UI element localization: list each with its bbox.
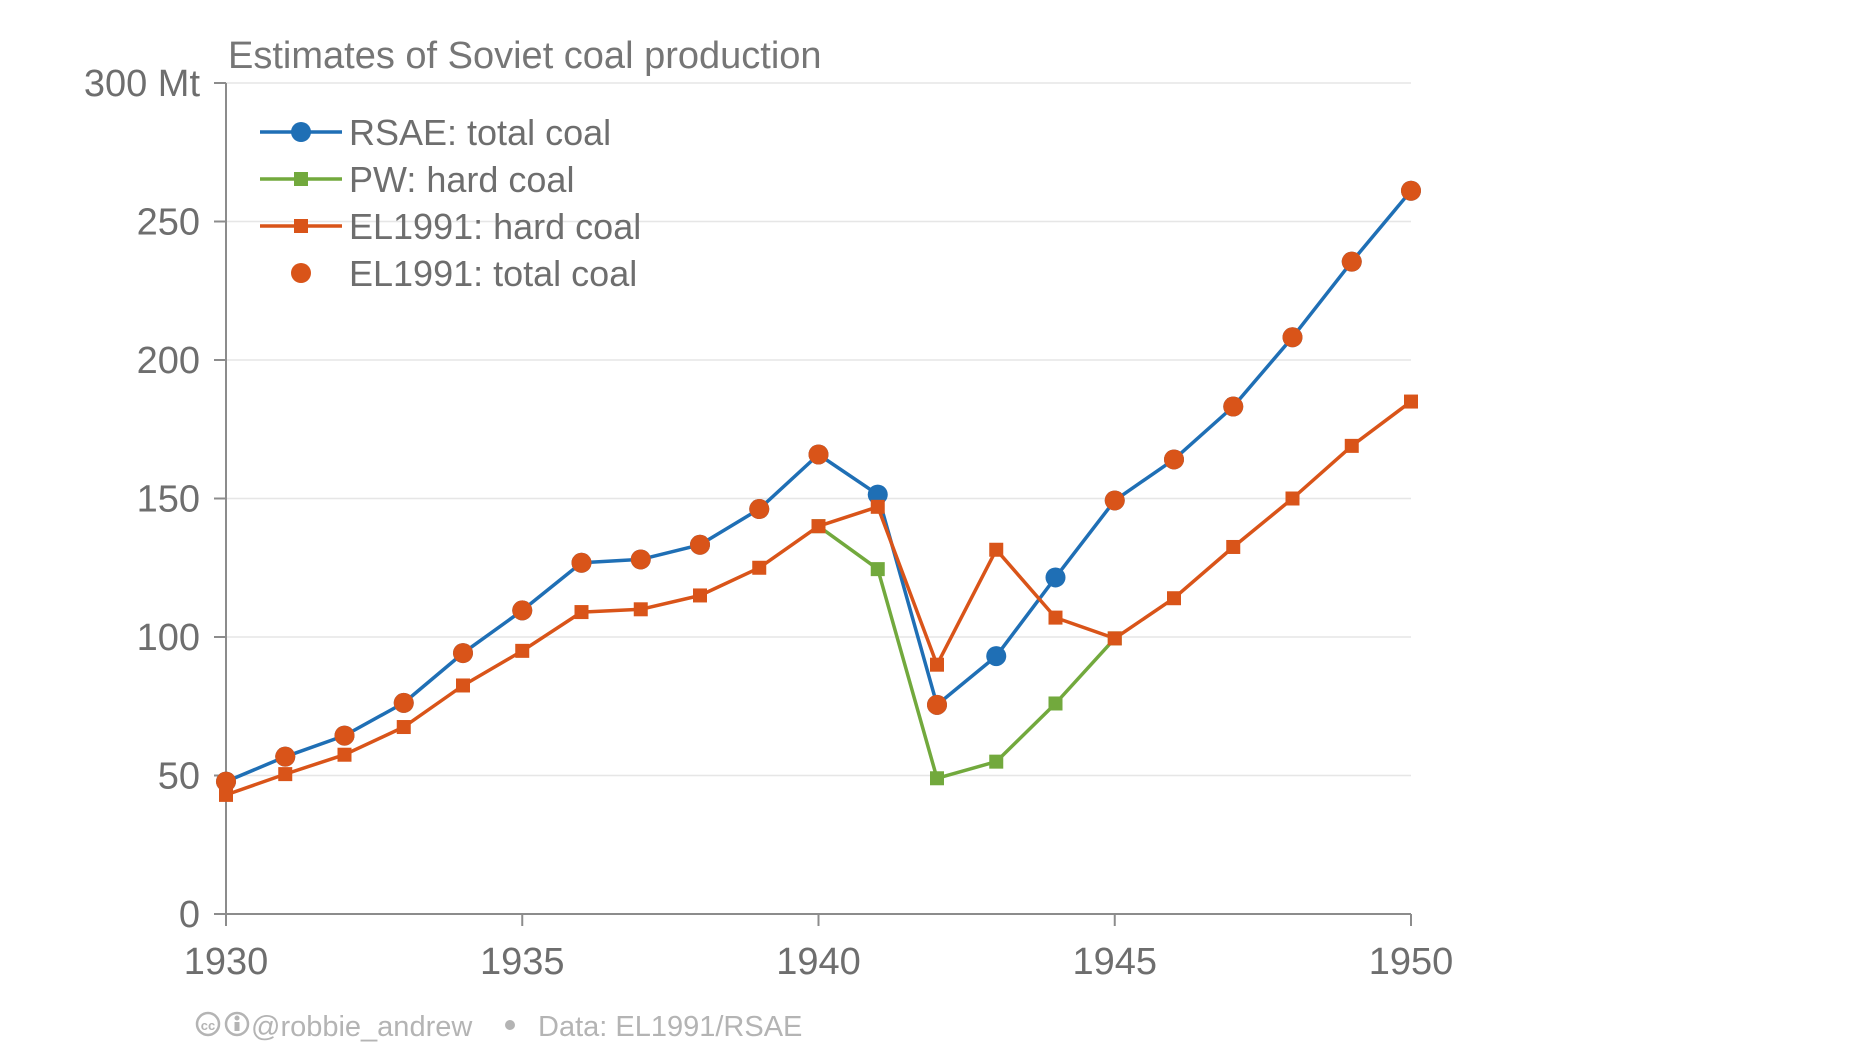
data-point-el1991-hard-coal [1048, 610, 1063, 625]
data-point-el1991-total-coal [512, 600, 533, 621]
data-point-pw-hard-coal [930, 771, 944, 786]
legend-swatch-marker [291, 122, 311, 142]
footer: cc @robbie_andrew Data: EL1991/RSAE [195, 1011, 802, 1042]
gridlines [226, 82, 1411, 777]
data-point-el1991-hard-coal [1226, 539, 1241, 554]
legend-label: PW: hard coal [349, 159, 574, 200]
cc-by-icon: cc [195, 1011, 250, 1037]
y-tick-label: 250 [137, 202, 200, 244]
series-markers [216, 180, 1421, 802]
data-point-el1991-hard-coal [396, 720, 411, 735]
y-tick-label: 150 [137, 479, 200, 521]
data-point-pw-hard-coal [1048, 696, 1063, 711]
data-point-el1991-total-coal [630, 549, 651, 570]
data-point-el1991-total-coal [927, 694, 947, 715]
x-tick-label: 1940 [776, 941, 861, 983]
x-tick-label: 1945 [1072, 941, 1157, 983]
y-tick-label: 200 [137, 340, 200, 382]
data-point-el1991-total-coal [1282, 327, 1303, 348]
footer-credit: @robbie_andrew [251, 1011, 473, 1042]
data-point-el1991-total-coal [334, 725, 355, 746]
footer-source: Data: EL1991/RSAE [538, 1011, 802, 1042]
y-tick-label: 0 [179, 894, 200, 936]
data-point-el1991-total-coal [808, 444, 829, 465]
data-point-el1991-hard-coal [930, 657, 944, 672]
data-point-pw-hard-coal [989, 754, 1004, 769]
data-point-el1991-hard-coal [219, 787, 233, 802]
y-axis-ticks: 0 50 100 150 200 250 300 Mt [84, 63, 226, 936]
y-tick-label: 100 [137, 617, 200, 659]
legend-label: RSAE: total coal [349, 112, 611, 153]
data-point-el1991-hard-coal [870, 499, 885, 514]
data-point-el1991-hard-coal [1167, 591, 1181, 606]
footer-separator-dot [505, 1020, 515, 1030]
data-point-el1991-hard-coal [1285, 491, 1300, 506]
data-point-el1991-hard-coal [456, 678, 470, 693]
legend-item-el1991-total-coal: EL1991: total coal [291, 253, 637, 294]
data-point-pw-hard-coal [870, 562, 885, 577]
series-line-pw-hard-coal [817, 524, 1117, 781]
data-point-el1991-hard-coal [337, 747, 352, 762]
y-tick-label: 300 Mt [84, 63, 201, 105]
data-point-el1991-total-coal [275, 746, 296, 767]
data-point-rsae-total-coal [986, 646, 1007, 667]
data-point-rsae-total-coal [867, 484, 888, 505]
data-point-el1991-hard-coal [1344, 438, 1359, 453]
data-point-el1991-total-coal [216, 771, 236, 792]
data-point-el1991-total-coal [1341, 251, 1362, 272]
data-point-el1991-hard-coal [574, 605, 589, 620]
data-point-el1991-hard-coal [1404, 394, 1418, 409]
chart-title: Estimates of Soviet coal production [228, 35, 822, 77]
series [216, 180, 1421, 802]
data-point-el1991-total-coal [453, 643, 473, 664]
legend-label: EL1991: total coal [349, 253, 637, 294]
y-tick-label: 50 [158, 756, 200, 798]
data-point-el1991-total-coal [393, 692, 414, 713]
data-point-el1991-hard-coal [989, 542, 1004, 557]
legend: RSAE: total coal PW: hard coal EL1991: har… [260, 112, 641, 294]
legend-item-rsae-total-coal: RSAE: total coal [260, 112, 611, 153]
data-point-el1991-total-coal [749, 499, 770, 520]
x-tick-label: 1935 [480, 941, 565, 983]
x-tick-label: 1930 [184, 941, 269, 983]
data-point-rsae-total-coal [1045, 567, 1066, 588]
data-point-el1991-total-coal [690, 534, 710, 555]
legend-item-pw-hard-coal: PW: hard coal [260, 159, 574, 200]
legend-label: EL1991: hard coal [349, 206, 641, 247]
data-point-el1991-hard-coal [515, 643, 530, 658]
data-point-el1991-hard-coal [633, 602, 648, 617]
data-point-el1991-hard-coal [693, 588, 707, 603]
data-point-el1991-total-coal [1104, 490, 1125, 511]
svg-text:cc: cc [201, 1018, 215, 1033]
data-point-el1991-hard-coal [752, 560, 767, 575]
x-tick-label: 1950 [1369, 941, 1454, 983]
data-point-el1991-hard-coal [278, 767, 293, 782]
legend-swatch-marker [294, 219, 308, 233]
data-point-el1991-total-coal [1401, 180, 1421, 201]
data-point-el1991-total-coal [1223, 396, 1244, 417]
data-point-el1991-hard-coal [1107, 631, 1122, 646]
x-axis-ticks: 1930 1935 1940 1945 1950 [184, 914, 1454, 983]
legend-swatch-marker [294, 172, 308, 186]
legend-item-el1991-hard-coal: EL1991: hard coal [260, 206, 641, 247]
data-point-el1991-total-coal [1164, 449, 1184, 470]
data-point-el1991-hard-coal [811, 519, 826, 534]
legend-swatch-marker [291, 263, 311, 283]
data-point-el1991-total-coal [571, 552, 592, 573]
